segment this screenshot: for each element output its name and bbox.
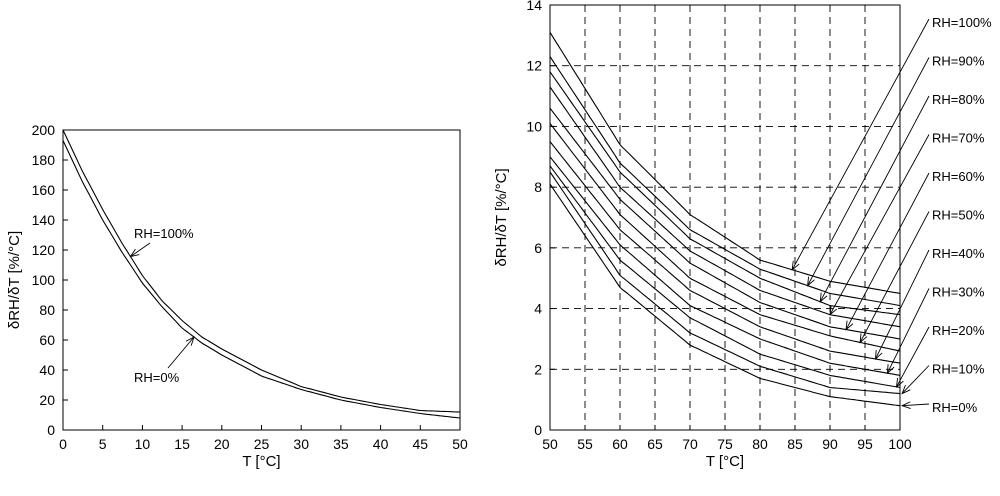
left-annotation-rh0: RH=0%: [134, 370, 180, 385]
left-x-tick-label: 10: [135, 436, 151, 452]
right-legend-arrow: [901, 365, 930, 395]
left-x-tick-label: 15: [174, 436, 190, 452]
right-legend-arrow: [886, 288, 930, 375]
left-y-tick-label: 20: [39, 392, 55, 408]
right-legend-arrow: [791, 18, 930, 271]
right-series-line: [549, 32, 901, 294]
right-legend-label: RH=20%: [932, 323, 985, 338]
right-series-line: [549, 141, 901, 364]
left-x-tick-label: 5: [99, 436, 107, 452]
left-x-tick-label: 50: [452, 436, 468, 452]
right-legend-label: RH=70%: [932, 131, 985, 146]
right-legend-label: RH=40%: [932, 246, 985, 261]
right-legend-label: RH=90%: [932, 54, 985, 69]
left-x-axis-label: T [°C]: [242, 453, 280, 470]
left-y-tick-label: 0: [47, 422, 55, 438]
left-y-tick-label: 120: [32, 242, 56, 258]
left-y-tick-label: 100: [32, 272, 56, 288]
right-x-tick-label: 65: [647, 436, 663, 452]
right-x-tick-label: 60: [612, 436, 628, 452]
right-legend-arrow: [900, 401, 930, 409]
right-legend-arrow: [859, 211, 930, 344]
left-x-tick-label: 30: [293, 436, 309, 452]
right-x-tick-label: 90: [822, 436, 838, 452]
left-series-line: [62, 140, 461, 419]
right-series-line: [549, 107, 901, 340]
left-y-tick-label: 60: [39, 332, 55, 348]
left-y-tick-label: 140: [32, 212, 56, 228]
left-annotation-rh100: RH=100%: [134, 226, 194, 241]
left-y-tick-label: 180: [32, 152, 56, 168]
right-x-tick-label: 50: [542, 436, 558, 452]
right-x-tick-label: 85: [787, 436, 803, 452]
left-x-tick-label: 0: [59, 436, 67, 452]
left-x-tick-label: 45: [413, 436, 429, 452]
right-legend-label: RH=60%: [932, 169, 985, 184]
right-legend-arrow: [895, 326, 930, 388]
right-legend-label: RH=30%: [932, 285, 985, 300]
right-legend-arrow: [807, 57, 930, 287]
left-y-axis-label: δRH/δT [%/°C]: [6, 231, 23, 329]
right-x-axis-label: T [°C]: [706, 453, 744, 470]
right-series-line: [549, 183, 901, 407]
right-y-tick-label: 4: [534, 301, 542, 317]
right-legend-arrow: [874, 249, 930, 361]
right-chart: 50 55 60 65 70 75 80 85 90 95 100 0 2 4 6 8 10 12 14 T [°C]…: [493, 0, 992, 470]
right-series-line: [549, 56, 901, 307]
right-series-line: [549, 165, 901, 389]
left-plot-frame: [62, 129, 461, 431]
right-legend-label: RH=50%: [932, 208, 985, 223]
left-y-tick-label: 200: [32, 122, 56, 138]
right-legend-label: RH=0%: [932, 400, 978, 415]
right-y-tick-label: 14: [526, 0, 542, 13]
left-annotation-rh0-arrow: [167, 336, 195, 369]
right-legend-arrow: [819, 95, 930, 303]
right-x-tick-label: 100: [888, 436, 912, 452]
right-y-tick-label: 8: [534, 179, 542, 195]
right-series-line: [549, 71, 901, 316]
right-series-line: [549, 86, 901, 328]
right-legend-arrow: [829, 134, 930, 316]
left-x-tick-label: 25: [254, 436, 270, 452]
right-x-tick-label: 95: [857, 436, 873, 452]
right-x-tick-label: 55: [577, 436, 593, 452]
right-legend-label: RH=80%: [932, 92, 985, 107]
right-y-tick-label: 0: [534, 422, 542, 438]
left-y-tick-label: 40: [39, 362, 55, 378]
right-x-tick-label: 80: [752, 436, 768, 452]
left-x-tick-label: 20: [214, 436, 230, 452]
right-y-tick-label: 6: [534, 240, 542, 256]
left-annotation-rh100-arrow: [129, 242, 151, 258]
left-x-tick-label: 40: [373, 436, 389, 452]
right-x-tick-label: 70: [682, 436, 698, 452]
right-x-tick-label: 75: [717, 436, 733, 452]
right-y-axis-label: δRH/δT [%/°C]: [493, 168, 510, 266]
left-y-tick-label: 160: [32, 182, 56, 198]
left-y-tick-label: 80: [39, 302, 55, 318]
right-series-line: [549, 123, 901, 352]
right-series-line: [549, 156, 901, 376]
right-legend-label: RH=10%: [932, 362, 985, 377]
right-y-tick-label: 2: [534, 361, 542, 377]
right-series-line: [549, 171, 901, 395]
right-y-tick-label: 12: [526, 58, 542, 74]
left-x-tick-label: 35: [333, 436, 349, 452]
left-chart: 0 5 10 15 20 25 30 35 40 45 50 0 20 40 60 80 100 120 140 16…: [6, 122, 468, 470]
right-y-tick-label: 10: [526, 118, 542, 134]
right-legend-label: RH=100%: [932, 15, 992, 30]
right-legend-arrow: [845, 172, 930, 331]
left-series-line: [62, 129, 461, 413]
